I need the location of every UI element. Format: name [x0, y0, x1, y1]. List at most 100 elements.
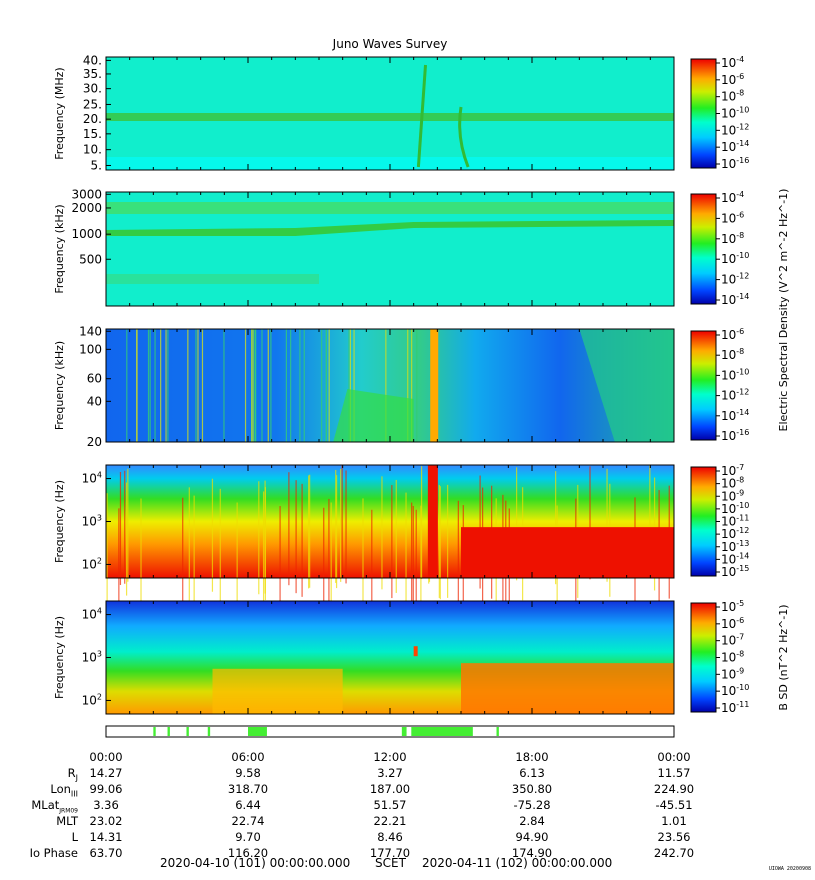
spectral-line	[309, 474, 311, 588]
ephemeris-label: LonIII	[50, 782, 78, 799]
spectral-line	[136, 329, 138, 442]
colorbar-tick-label: 10-6	[721, 616, 744, 631]
colorbar-tick-label: 10-12	[721, 388, 749, 403]
spectral-line	[328, 498, 330, 612]
colorbar-tick-label: 10-6	[721, 72, 744, 87]
mode-segment	[248, 727, 267, 736]
ephemeris-value: 6.44	[235, 798, 261, 812]
ephemeris-value: 9.58	[235, 766, 261, 780]
colorbar	[690, 193, 717, 305]
colorbar-exponent: -8	[736, 650, 744, 659]
ephemeris-value: 23.56	[657, 830, 691, 844]
mode-segment	[401, 727, 407, 736]
spectral-line	[606, 468, 608, 582]
y-tick-label: 30.	[83, 82, 102, 96]
spectral-line	[201, 329, 204, 442]
mode-segment	[153, 727, 156, 736]
colorbar-exponent: -10	[736, 367, 749, 376]
ephemeris-value: 99.06	[89, 782, 123, 796]
ephemeris-value: 14.27	[89, 766, 123, 780]
ephemeris-value: 8.46	[377, 830, 403, 844]
low-band	[106, 274, 319, 284]
panel-1: 40.35.30.25.20.15. 10.5. Frequency (MHz) 10…	[53, 53, 749, 172]
spectral-line	[395, 479, 397, 593]
y-axis-label: Frequency (Hz)	[53, 480, 66, 563]
spectral-line	[362, 498, 364, 612]
colorbar-tick-label: 10-10	[721, 367, 749, 382]
spectral-line	[270, 329, 272, 442]
ephemeris-label: MLatJRM09	[31, 798, 78, 815]
y-tick-label: 104	[82, 471, 102, 486]
spectral-line	[219, 488, 221, 602]
spectral-line	[244, 329, 247, 442]
ephemeris-value: 318.70	[227, 782, 269, 796]
spectral-line	[516, 467, 518, 581]
y-tick-label: 102	[82, 692, 102, 707]
ephemeris-label: MLT	[56, 814, 78, 828]
intense-region	[461, 527, 674, 578]
burst-column	[427, 465, 438, 578]
mode-bar-frame	[105, 725, 675, 738]
colorbar-tick-label: 10-10	[721, 251, 749, 266]
emission-band	[106, 220, 674, 236]
emission-region	[333, 389, 414, 442]
spectral-line	[391, 485, 393, 599]
colorbar-exponent: -10	[736, 251, 749, 260]
spectral-line	[420, 466, 423, 580]
ephemeris-value: 22.74	[231, 814, 265, 828]
spectral-line	[381, 476, 383, 590]
colorbar-tick-label: 10-16	[721, 156, 749, 171]
colorbar-tick-label: 10-8	[721, 231, 744, 246]
colorbar-exponent: -8	[736, 476, 744, 485]
colorbar-exponent: -9	[736, 488, 744, 497]
colorbar-tick-label: 10-16	[721, 428, 749, 443]
y-tick-exponent: 2	[97, 692, 102, 701]
spectral-line	[308, 475, 310, 589]
spectral-line	[124, 470, 126, 584]
y-tick-label: 35.	[83, 67, 102, 81]
emission-band	[106, 113, 674, 121]
colorbar-tick-label: 10-11	[721, 700, 749, 715]
spectral-line	[126, 329, 128, 442]
emission-region	[579, 329, 674, 442]
ephemeris-subscript: J	[75, 773, 78, 783]
spectral-line	[188, 487, 190, 601]
spectral-line	[253, 329, 255, 442]
burst-column	[430, 329, 439, 442]
y-tick-label: 3000	[71, 187, 102, 201]
colorbar-exponent: -11	[736, 514, 749, 523]
spectral-line	[106, 493, 108, 607]
colorbar-exponent: -12	[736, 526, 749, 535]
colorbar-tick-label: 10-6	[721, 327, 744, 342]
y-tick-label: 40	[87, 394, 102, 408]
ephemeris-value: 242.70	[653, 846, 695, 860]
colorbar-exponent: -13	[736, 539, 749, 548]
ephemeris-label: Io Phase	[29, 846, 78, 860]
colorbar-tick-label: 10-10	[721, 106, 749, 121]
spectral-line	[385, 329, 387, 442]
y-tick-exponent: 4	[97, 471, 102, 480]
y-tick-exponent: 4	[97, 607, 102, 616]
y-tick-exponent: 3	[97, 650, 102, 659]
colorbar-exponent: -12	[736, 272, 749, 281]
ephemeris-value: -75.28	[513, 798, 551, 812]
spectral-line	[288, 472, 290, 586]
colorbar-exponent: -16	[736, 156, 749, 165]
y-tick-label: 500	[79, 252, 102, 266]
y-tick-label: 140	[79, 324, 102, 338]
spectral-line	[411, 329, 413, 442]
ephemeris-label: L	[71, 830, 78, 844]
ephemeris-value: 94.90	[515, 830, 549, 844]
colorbar-exponent: -10	[736, 501, 749, 510]
colorbar-exponent: -14	[736, 139, 749, 148]
spectral-line	[457, 500, 459, 614]
colorbar	[690, 330, 717, 441]
spectral-line	[349, 329, 351, 442]
spectral-line	[252, 329, 254, 442]
ephemeris-value: 350.80	[511, 782, 553, 796]
spectral-line	[439, 486, 441, 600]
ephemeris-value: 63.70	[89, 846, 123, 860]
colorbar-tick-label: 10-14	[721, 408, 749, 423]
colorbar-tick-label: 10-9	[721, 666, 744, 681]
